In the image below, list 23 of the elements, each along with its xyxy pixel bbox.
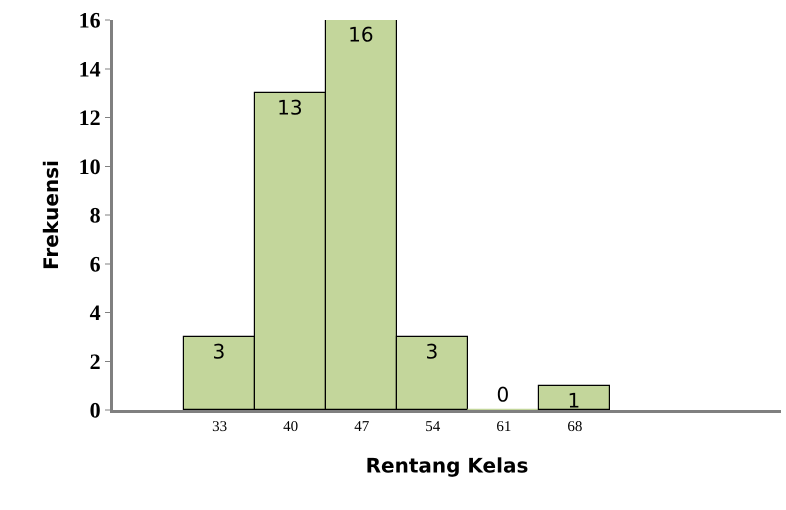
data-label: 13 [277, 95, 303, 120]
y-tick-label: 4 [90, 300, 101, 326]
data-label: 3 [212, 339, 226, 364]
y-tick-label: 10 [78, 154, 101, 179]
data-label: 1 [568, 388, 580, 412]
x-tick-label: 54 [425, 419, 441, 435]
data-label: 0 [496, 382, 510, 406]
y-axis-title: Frekuensi [39, 160, 64, 270]
x-tick-label: 61 [496, 419, 512, 435]
x-tick-label: 40 [283, 419, 298, 435]
y-tick-label: 16 [78, 8, 101, 33]
y-tick-label: 2 [90, 348, 101, 374]
x-tick-label: 68 [567, 419, 582, 435]
data-label: 3 [426, 339, 438, 364]
y-tick-label: 6 [90, 251, 101, 276]
y-tick-label: 12 [78, 105, 101, 130]
x-tick-label: 33 [212, 419, 228, 435]
x-axis-title: Rentang Kelas [366, 454, 528, 478]
x-tick-label: 47 [354, 419, 370, 435]
y-tick-label: 14 [78, 56, 101, 82]
y-tick-label: 0 [90, 398, 101, 423]
y-tick-label: 8 [90, 202, 101, 228]
data-label: 16 [348, 22, 374, 46]
